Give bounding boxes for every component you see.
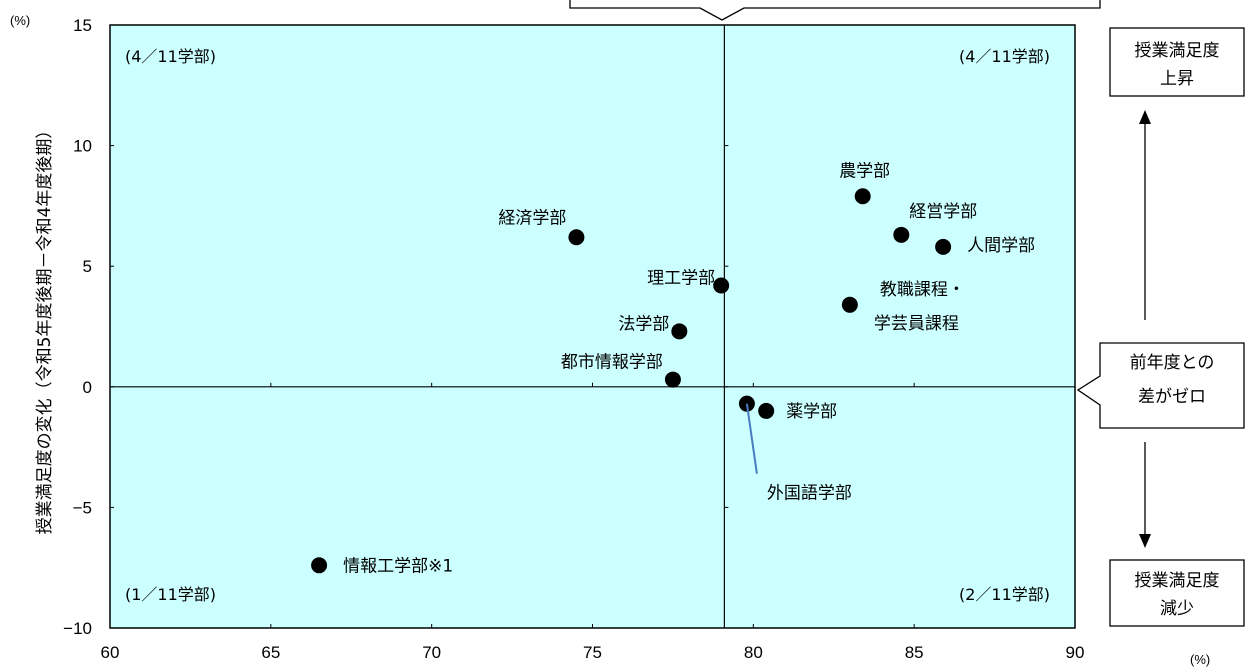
data-point xyxy=(664,371,681,388)
x-tick-label: 80 xyxy=(744,643,763,662)
y-axis-title: 授業満足度の変化（令和5年度後期－令和4年度後期） xyxy=(35,122,55,535)
data-point xyxy=(935,238,952,255)
quadrant-label: (2／11学部) xyxy=(959,585,1050,604)
point-label-line: 学芸員課程 xyxy=(874,314,959,334)
y-unit-label: (%) xyxy=(10,13,30,28)
x-tick-label: 60 xyxy=(101,643,120,662)
point-label: 農学部 xyxy=(839,161,890,181)
point-label: 人間学部 xyxy=(967,236,1035,256)
point-label: 経済学部 xyxy=(498,208,566,228)
data-point xyxy=(671,323,688,340)
quadrant-label: (4／11学部) xyxy=(125,47,216,66)
increase-line-2: 上昇 xyxy=(1160,69,1194,89)
decrease-line-1: 授業満足度 xyxy=(1135,571,1220,591)
x-unit-label: (%) xyxy=(1190,652,1210,667)
data-point xyxy=(854,188,871,205)
point-label: 法学部 xyxy=(618,314,669,334)
down-arrow xyxy=(1139,442,1151,548)
decrease-box: 授業満足度 減少 xyxy=(1109,559,1245,627)
data-point xyxy=(841,296,858,313)
y-tick-label: 0 xyxy=(83,378,92,397)
point-label: 理工学部 xyxy=(647,268,715,288)
top-callout-box xyxy=(569,0,1101,21)
increase-box: 授業満足度 上昇 xyxy=(1109,27,1245,97)
point-label: 経営学部 xyxy=(909,202,977,222)
zero-line-1: 前年度との xyxy=(1130,353,1215,373)
x-tick-label: 65 xyxy=(261,643,280,662)
quadrant-label: (4／11学部) xyxy=(959,47,1050,66)
zero-line-2: 差がゼロ xyxy=(1138,387,1206,407)
point-label: 薬学部 xyxy=(786,402,837,422)
x-tick-label: 90 xyxy=(1066,643,1085,662)
leader-line xyxy=(745,403,758,474)
point-label: 都市情報学部 xyxy=(561,353,663,373)
y-tick-label: 15 xyxy=(73,16,92,35)
y-tick-label: −5 xyxy=(73,498,92,517)
data-point xyxy=(568,229,585,246)
quadrant-label: (1／11学部) xyxy=(125,585,216,604)
y-tick-label: −10 xyxy=(63,619,92,638)
up-arrow xyxy=(1139,110,1151,320)
y-tick-label: 5 xyxy=(83,257,92,276)
point-label: 外国語学部 xyxy=(767,484,852,504)
decrease-line-2: 減少 xyxy=(1160,599,1194,619)
data-point xyxy=(713,277,730,294)
x-tick-label: 85 xyxy=(905,643,924,662)
data-point xyxy=(311,557,328,574)
point-label-line: 教職課程・ xyxy=(880,280,965,300)
x-tick-label: 75 xyxy=(583,643,602,662)
data-point xyxy=(758,402,775,419)
zero-box: 前年度との 差がゼロ xyxy=(1076,342,1245,429)
x-tick-label: 70 xyxy=(422,643,441,662)
data-point xyxy=(893,226,910,243)
point-label: 情報工学部※1 xyxy=(343,556,453,576)
increase-line-1: 授業満足度 xyxy=(1135,41,1220,61)
y-tick-label: 10 xyxy=(73,137,92,156)
plot-area xyxy=(109,24,1076,629)
point-label: 教職課程・学芸員課程 xyxy=(874,280,965,334)
